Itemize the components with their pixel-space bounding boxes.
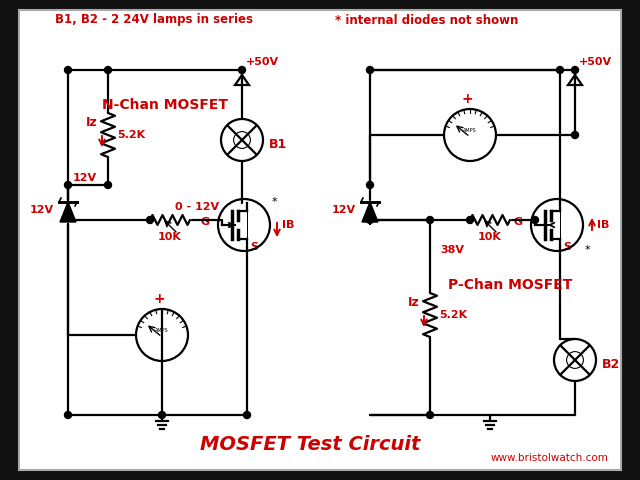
Polygon shape bbox=[362, 202, 378, 222]
Polygon shape bbox=[60, 202, 76, 222]
Circle shape bbox=[572, 132, 579, 139]
Text: IB: IB bbox=[282, 220, 294, 230]
Circle shape bbox=[444, 109, 496, 161]
Circle shape bbox=[557, 67, 563, 73]
Circle shape bbox=[243, 411, 250, 419]
Text: AMPS: AMPS bbox=[155, 328, 169, 334]
Text: +: + bbox=[153, 292, 165, 306]
Circle shape bbox=[65, 67, 72, 73]
Text: N-Chan MOSFET: N-Chan MOSFET bbox=[102, 98, 228, 112]
Circle shape bbox=[531, 216, 538, 224]
Circle shape bbox=[159, 411, 166, 419]
Text: 10K: 10K bbox=[158, 232, 182, 242]
Text: B1: B1 bbox=[269, 139, 287, 152]
Circle shape bbox=[65, 181, 72, 189]
Circle shape bbox=[467, 216, 474, 224]
Circle shape bbox=[147, 216, 154, 224]
Circle shape bbox=[572, 67, 579, 73]
Text: *: * bbox=[271, 197, 277, 207]
Text: www.bristolwatch.com: www.bristolwatch.com bbox=[490, 453, 608, 463]
Circle shape bbox=[104, 67, 111, 73]
Text: IB: IB bbox=[597, 220, 609, 230]
Text: B1, B2 - 2 24V lamps in series: B1, B2 - 2 24V lamps in series bbox=[55, 13, 253, 26]
Text: 38V: 38V bbox=[440, 245, 464, 255]
Text: 5.2K: 5.2K bbox=[117, 130, 145, 140]
Circle shape bbox=[367, 181, 374, 189]
Circle shape bbox=[426, 216, 433, 224]
Circle shape bbox=[136, 309, 188, 361]
Text: AMPS: AMPS bbox=[463, 129, 477, 133]
Text: MOSFET Test Circuit: MOSFET Test Circuit bbox=[200, 435, 420, 455]
Text: +50V: +50V bbox=[246, 57, 279, 67]
Text: +: + bbox=[461, 92, 473, 106]
Text: Iz: Iz bbox=[408, 297, 420, 310]
Circle shape bbox=[65, 411, 72, 419]
Circle shape bbox=[426, 411, 433, 419]
Text: +50V: +50V bbox=[579, 57, 612, 67]
Text: 0 - 12V: 0 - 12V bbox=[175, 202, 219, 212]
Text: 12V: 12V bbox=[30, 205, 54, 215]
Circle shape bbox=[367, 216, 374, 224]
Text: 12V: 12V bbox=[73, 173, 97, 183]
Text: B2: B2 bbox=[602, 359, 620, 372]
Text: G: G bbox=[201, 217, 210, 227]
Text: Iz: Iz bbox=[86, 117, 98, 130]
Text: P-Chan MOSFET: P-Chan MOSFET bbox=[448, 278, 572, 292]
Text: 10K: 10K bbox=[478, 232, 502, 242]
Circle shape bbox=[104, 181, 111, 189]
Text: S: S bbox=[250, 242, 258, 252]
Text: G: G bbox=[514, 217, 523, 227]
Circle shape bbox=[239, 67, 246, 73]
Text: *: * bbox=[584, 245, 590, 255]
Text: 5.2K: 5.2K bbox=[439, 310, 467, 320]
Text: * internal diodes not shown: * internal diodes not shown bbox=[335, 13, 518, 26]
Text: S: S bbox=[563, 242, 571, 252]
Circle shape bbox=[367, 67, 374, 73]
Text: 12V: 12V bbox=[332, 205, 356, 215]
